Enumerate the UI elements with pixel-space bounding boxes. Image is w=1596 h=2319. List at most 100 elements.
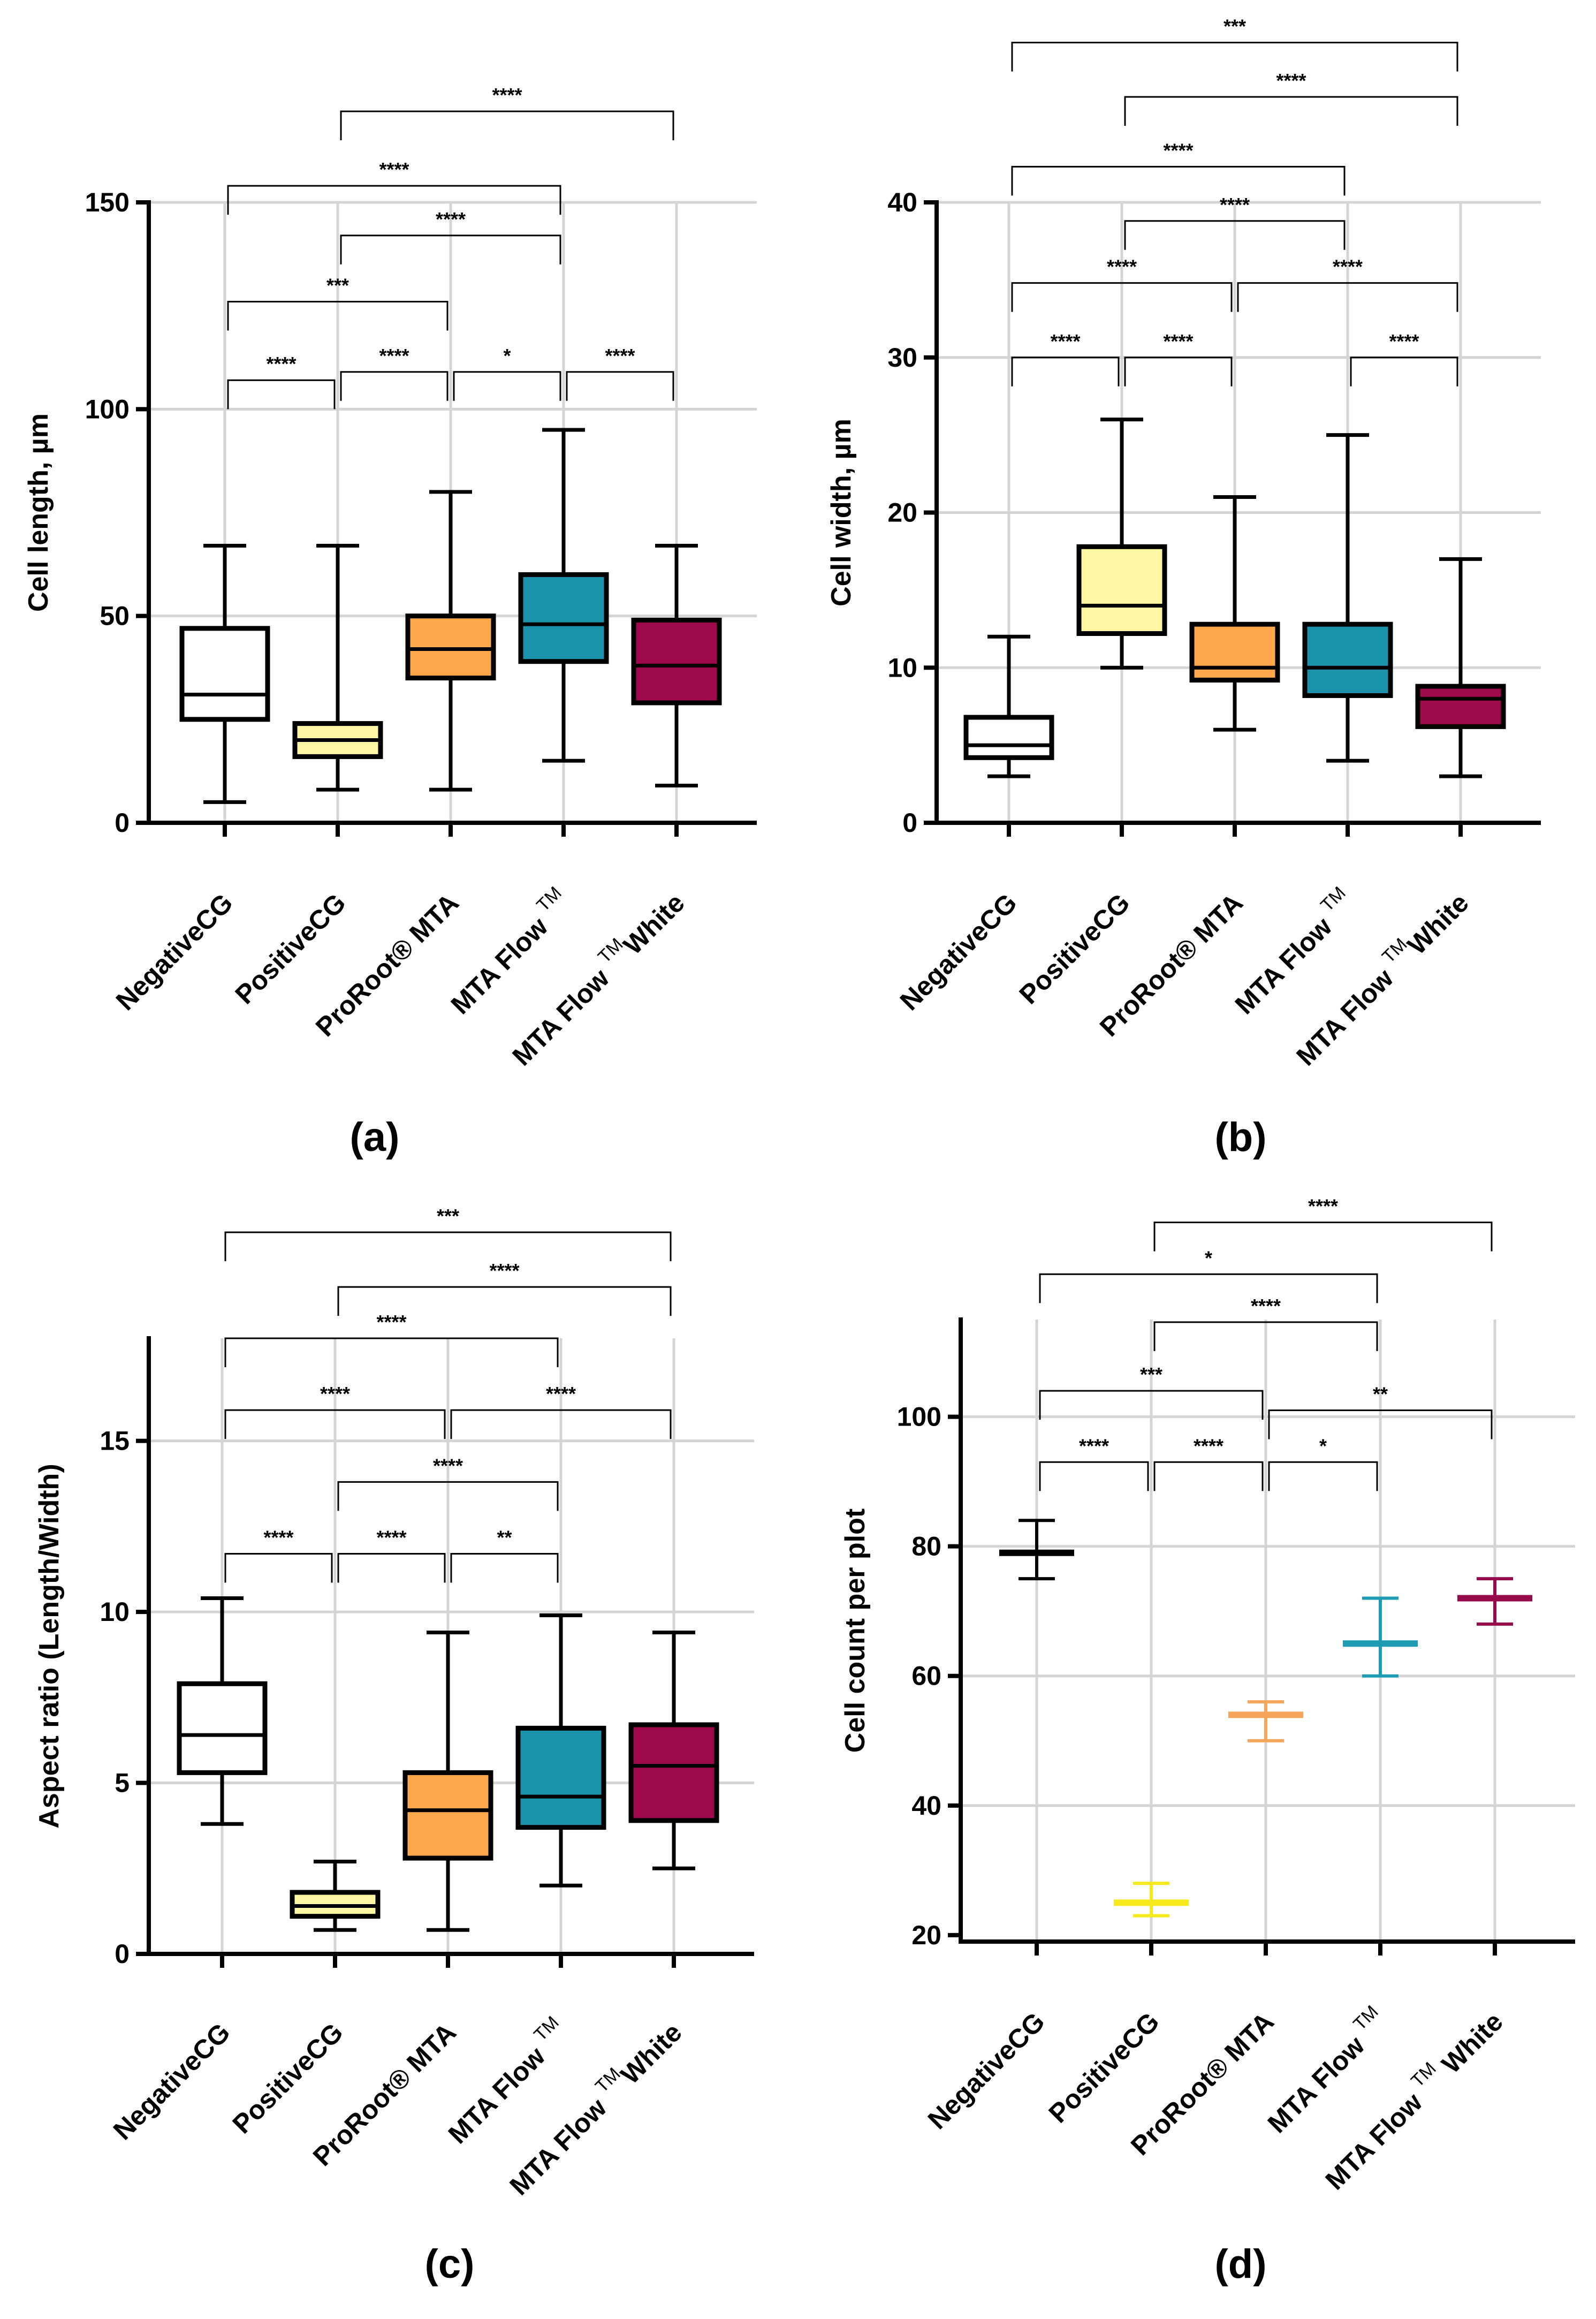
panel-label: (d) (1214, 2241, 1266, 2287)
y-tick-label: 50 (100, 601, 130, 631)
significance-label: **** (1079, 1435, 1109, 1457)
box-iqr (1415, 684, 1506, 729)
significance-bracket (1124, 96, 1458, 126)
significance-label: **** (376, 1527, 406, 1549)
significance-bracket (337, 1553, 446, 1583)
significance-bracket (566, 371, 674, 401)
x-category-label: MTA Flow TM (1257, 2002, 1394, 2139)
significance-bracket (1039, 1461, 1149, 1491)
significance-bracket (1124, 357, 1233, 387)
significance-label: **** (433, 1454, 463, 1476)
significance-label: **** (376, 1311, 406, 1333)
y-tick-label: 15 (100, 1426, 130, 1456)
significance-label: **** (436, 208, 466, 230)
significance-label: *** (1140, 1363, 1162, 1385)
significance-label: **** (1163, 139, 1193, 161)
y-tick-label: 40 (887, 187, 917, 217)
significance-bracket (453, 371, 561, 401)
significance-bracket (1039, 1390, 1264, 1420)
significance-label: **** (605, 345, 635, 367)
significance-label: **** (492, 84, 522, 106)
box-iqr (515, 1725, 606, 1830)
y-tick-label: 80 (911, 1532, 941, 1562)
significance-label: **** (379, 158, 409, 180)
y-axis-label: Cell length, µm (23, 413, 54, 612)
significance-label: *** (437, 1205, 459, 1227)
significance-bracket (450, 1553, 559, 1583)
x-category-label: MTA Flow TMWhite (501, 883, 690, 1072)
significance-label: **** (1276, 70, 1306, 92)
y-tick-label: 100 (85, 394, 130, 424)
significance-bracket (1124, 220, 1346, 250)
x-category-label: NegativeCG (108, 2017, 236, 2146)
significance-bracket (340, 234, 561, 264)
panel-label: (a) (350, 1115, 400, 1160)
box-iqr (631, 617, 722, 706)
significance-bracket (340, 371, 449, 401)
box-iqr (628, 1722, 719, 1823)
significance-label: **** (1251, 1295, 1281, 1317)
x-category-label: NegativeCG (110, 888, 239, 1016)
box-iqr (405, 613, 496, 681)
significance-label: **** (1194, 1435, 1223, 1457)
y-axis-label: Cell count per plot (840, 1509, 871, 1753)
significance-label: **** (1163, 330, 1193, 352)
significance-label: **** (1389, 330, 1419, 352)
significance-label: * (1205, 1247, 1212, 1269)
significance-label: **** (1308, 1195, 1338, 1217)
y-tick-label: 60 (911, 1661, 941, 1691)
panel-label: (b) (1214, 1115, 1266, 1160)
y-tick-label: 10 (887, 653, 917, 683)
significance-label: **** (1333, 256, 1363, 278)
box-iqr (1302, 622, 1393, 698)
box-iqr (963, 715, 1054, 760)
box-iqr (1189, 622, 1280, 683)
significance-label: **** (546, 1383, 576, 1405)
x-category-label: MTA Flow TMWhite (499, 2012, 688, 2201)
significance-bracket (227, 379, 336, 410)
x-category-label: NegativeCG (894, 888, 1023, 1016)
box-iqr (179, 626, 270, 722)
chart-a: 0 50 100 150 Cell length, µm NegativeCGPositi… (23, 84, 757, 1160)
x-category-label: PositiveCG (230, 888, 352, 1010)
box-iqr (402, 1770, 493, 1861)
significance-bracket (1011, 282, 1233, 312)
y-tick-label: 20 (887, 498, 917, 528)
significance-bracket (1011, 42, 1458, 72)
significance-bracket (1039, 1273, 1378, 1304)
significance-label: * (503, 345, 511, 367)
y-tick-label: 150 (85, 187, 130, 217)
chart-d: 20 40 60 80 100 Cell count per plot NegativeCG… (840, 1195, 1575, 2287)
y-tick-label: 30 (887, 343, 917, 373)
significance-bracket (224, 1553, 333, 1583)
significance-label: **** (266, 353, 296, 375)
y-tick-label: 0 (115, 1939, 130, 1969)
y-tick-label: 5 (115, 1768, 130, 1798)
significance-label: **** (1107, 256, 1137, 278)
x-category-label: PositiveCG (1043, 2006, 1165, 2128)
panel-label: (c) (425, 2241, 475, 2287)
significance-bracket (1153, 1461, 1264, 1491)
y-tick-label: 10 (100, 1597, 130, 1627)
significance-label: *** (326, 274, 349, 296)
significance-label: ** (1373, 1383, 1388, 1405)
y-tick-label: 100 (897, 1402, 941, 1432)
significance-bracket (224, 1337, 559, 1367)
significance-bracket (337, 1481, 559, 1511)
box-iqr (177, 1681, 268, 1775)
significance-bracket (1011, 357, 1120, 387)
y-tick-label: 0 (902, 808, 917, 838)
x-category-label: PositiveCG (1014, 888, 1136, 1010)
significance-bracket (1153, 1221, 1493, 1252)
significance-bracket (1350, 357, 1458, 387)
x-category-label: MTA Flow TM White (1314, 2002, 1508, 2195)
y-axis-label: Cell width, µm (826, 419, 857, 607)
significance-label: **** (1050, 330, 1080, 352)
significance-bracket (224, 1231, 672, 1261)
significance-bracket (337, 1286, 672, 1316)
y-tick-label: 40 (911, 1791, 941, 1821)
significance-label: **** (379, 345, 409, 367)
significance-label: **** (489, 1260, 519, 1282)
significance-bracket (1153, 1321, 1378, 1351)
